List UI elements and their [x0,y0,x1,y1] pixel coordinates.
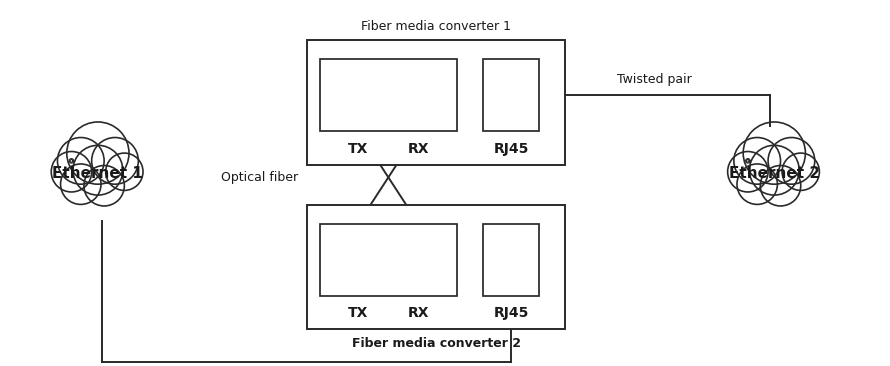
Ellipse shape [73,145,123,195]
Ellipse shape [728,152,768,192]
Ellipse shape [749,145,799,195]
Text: Ethernet 1: Ethernet 1 [53,167,143,181]
Ellipse shape [734,138,781,184]
Text: Fiber media converter 1: Fiber media converter 1 [361,20,511,33]
Text: RJ45: RJ45 [493,306,529,320]
Ellipse shape [737,164,777,204]
Ellipse shape [67,122,129,184]
Text: RJ45: RJ45 [493,142,529,156]
Ellipse shape [84,165,125,206]
Bar [307,40,565,165]
Ellipse shape [743,122,805,184]
Ellipse shape [58,138,104,184]
Bar [320,59,457,131]
Bar [307,205,565,329]
Ellipse shape [52,152,92,192]
Text: Ethernet 2: Ethernet 2 [729,167,820,181]
Ellipse shape [61,164,101,204]
Text: Optical fiber: Optical fiber [221,171,298,184]
Text: RX: RX [408,142,429,156]
Text: TX: TX [348,306,368,320]
Text: RX: RX [408,306,429,320]
Ellipse shape [92,138,138,184]
Ellipse shape [768,138,814,184]
Text: TX: TX [348,142,368,156]
Bar [482,59,539,131]
Text: Fiber media converter 2: Fiber media converter 2 [352,337,521,350]
Ellipse shape [106,153,143,190]
Ellipse shape [782,153,820,190]
Bar [320,224,457,296]
Bar [482,224,539,296]
Text: Twisted pair: Twisted pair [618,73,692,86]
Ellipse shape [760,165,801,206]
